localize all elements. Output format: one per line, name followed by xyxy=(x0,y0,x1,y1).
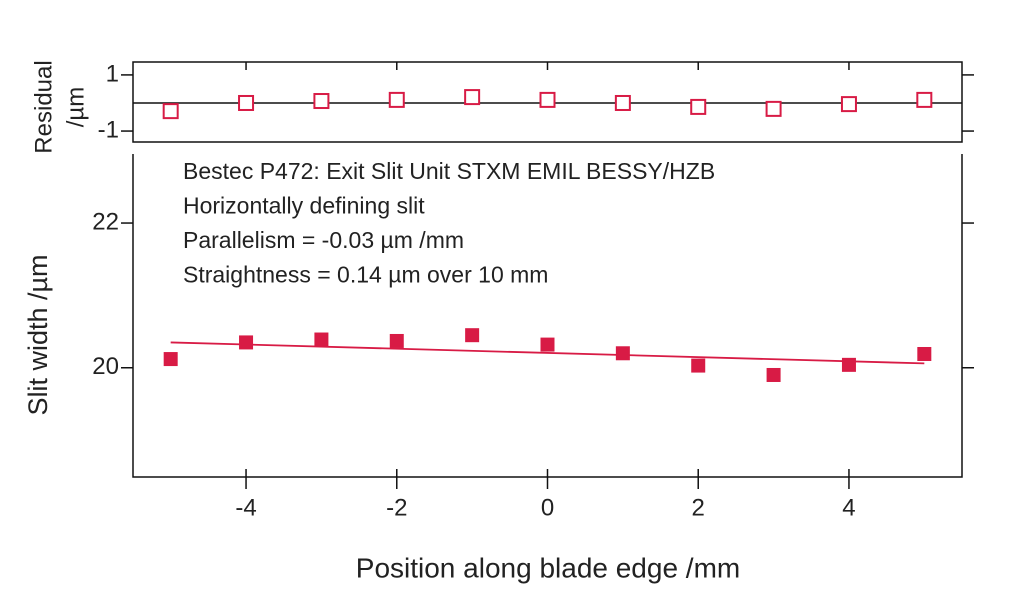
data-point xyxy=(465,328,480,343)
x-tick-label: -2 xyxy=(386,494,407,521)
x-tick-label: 4 xyxy=(842,494,855,521)
y-tick-label: -1 xyxy=(98,116,119,143)
data-point xyxy=(690,98,707,115)
data-point xyxy=(314,332,329,347)
x-tick-label: 2 xyxy=(692,494,705,521)
data-point xyxy=(163,352,178,367)
annotation: Straightness = 0.14 µm over 10 mm xyxy=(183,262,548,288)
data-point xyxy=(464,89,481,106)
y-tick-label: 22 xyxy=(92,208,119,235)
annotation: Bestec P472: Exit Slit Unit STXM EMIL BE… xyxy=(183,158,715,184)
data-point xyxy=(389,333,404,348)
y-axis-label: Residual xyxy=(30,60,57,153)
data-point xyxy=(917,346,932,361)
y-axis-label: Slit width /µm xyxy=(23,254,53,415)
data-point xyxy=(691,358,706,373)
x-axis-label: Position along blade edge /mm xyxy=(356,552,740,583)
data-point xyxy=(614,94,631,111)
data-point xyxy=(615,346,630,361)
data-point xyxy=(162,103,179,120)
data-point xyxy=(540,337,555,352)
fit-line xyxy=(170,341,925,365)
data-point xyxy=(313,93,330,110)
y-tick-label: 1 xyxy=(106,60,119,87)
y-axis-label: /µm xyxy=(62,87,89,128)
data-point xyxy=(840,96,857,113)
data-point xyxy=(841,357,856,372)
y-tick-label: 20 xyxy=(92,353,119,380)
data-point xyxy=(238,94,255,111)
x-tick-label: 0 xyxy=(541,494,554,521)
data-point xyxy=(765,100,782,117)
data-point xyxy=(916,91,933,108)
data-point xyxy=(539,91,556,108)
annotation: Horizontally defining slit xyxy=(183,193,425,219)
data-point xyxy=(766,367,781,382)
x-tick-label: -4 xyxy=(235,494,256,521)
annotation: Parallelism = -0.03 µm /mm xyxy=(183,227,464,253)
data-point xyxy=(388,91,405,108)
data-point xyxy=(239,335,254,350)
